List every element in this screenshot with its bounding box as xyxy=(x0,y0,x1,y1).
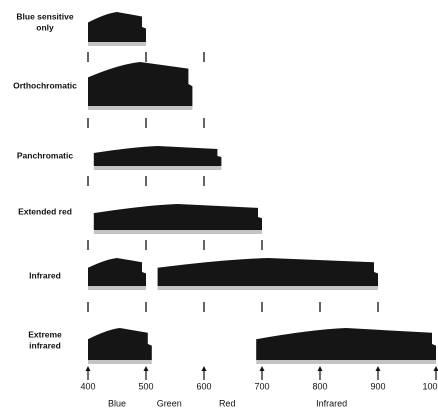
row-label: Infrared xyxy=(29,270,61,280)
x-tick-label: 900 xyxy=(370,381,385,391)
row-label: Orthochromatic xyxy=(13,80,77,90)
band-label: Green xyxy=(157,398,182,408)
band-label: Red xyxy=(219,398,236,408)
arrow-head xyxy=(375,366,381,371)
sensitivity-band xyxy=(88,328,152,360)
band-label: Infrared xyxy=(316,398,347,408)
band-fringe xyxy=(256,360,436,364)
x-tick-label: 100 xyxy=(422,381,437,391)
band-label: Blue xyxy=(108,398,126,408)
band-fringe xyxy=(88,286,146,290)
row-label: Extended red xyxy=(18,206,72,216)
x-tick-label: 800 xyxy=(312,381,327,391)
x-tick-label: 500 xyxy=(138,381,153,391)
row-label: only xyxy=(36,22,54,32)
band-fringe xyxy=(88,42,146,46)
arrow-head xyxy=(317,366,323,371)
arrow-head xyxy=(259,366,265,371)
sensitivity-band xyxy=(93,204,262,230)
row-label: Panchromatic xyxy=(17,150,73,160)
band-fringe xyxy=(88,360,152,364)
band-fringe xyxy=(157,286,378,290)
sensitivity-band xyxy=(88,12,146,42)
x-tick-label: 600 xyxy=(196,381,211,391)
arrow-head xyxy=(433,366,438,371)
x-tick-label: 700 xyxy=(254,381,269,391)
sensitivity-band xyxy=(88,62,193,106)
row-label: Blue sensitive xyxy=(16,11,73,21)
sensitivity-band xyxy=(88,258,146,286)
row-label: Extreme xyxy=(28,329,62,339)
band-fringe xyxy=(93,230,262,234)
sensitivity-band xyxy=(157,258,378,286)
row-label: infrared xyxy=(29,340,61,350)
x-tick-label: 400 xyxy=(80,381,95,391)
band-fringe xyxy=(93,166,222,170)
arrow-head xyxy=(143,366,149,371)
arrow-head xyxy=(85,366,91,371)
sensitivity-band xyxy=(256,328,436,360)
sensitivity-band xyxy=(93,146,222,166)
arrow-head xyxy=(201,366,207,371)
band-fringe xyxy=(88,106,193,110)
